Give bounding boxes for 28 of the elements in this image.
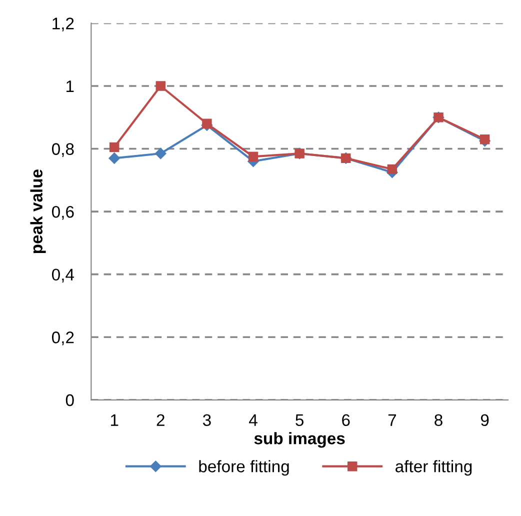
x-tick-label: 5	[296, 414, 304, 426]
x-tick-label: 1	[110, 414, 118, 426]
point	[155, 148, 166, 160]
point	[480, 134, 490, 144]
point	[248, 152, 258, 162]
x-tick-label: 3	[202, 414, 211, 426]
y-tick-label: 0,6	[52, 206, 74, 220]
legend-label: before fitting	[199, 460, 289, 476]
point	[109, 142, 120, 152]
y-tick-label: 1	[66, 80, 74, 92]
x-axis-title: sub images	[254, 432, 345, 448]
x-tick-label: 7	[388, 414, 396, 426]
y-axis-title: peak value	[30, 170, 46, 254]
x-tick-label: 8	[434, 414, 442, 426]
point	[108, 152, 120, 164]
y-tick-label: 1,2	[52, 18, 74, 32]
x-tick-label: 6	[342, 414, 350, 426]
point	[156, 81, 166, 91]
legend-label: after fitting	[396, 460, 472, 476]
y-tick-label: 0,2	[52, 332, 74, 346]
x-tick-label: 4	[249, 414, 258, 426]
y-tick-label: 0	[66, 394, 74, 406]
point	[387, 164, 398, 174]
x-tick-label: 2	[156, 414, 164, 426]
x-tick-label: 9	[480, 414, 489, 426]
y-tick-label: 0,4	[52, 268, 74, 283]
point	[202, 118, 212, 129]
y-tick-label: 0,8	[52, 143, 74, 157]
